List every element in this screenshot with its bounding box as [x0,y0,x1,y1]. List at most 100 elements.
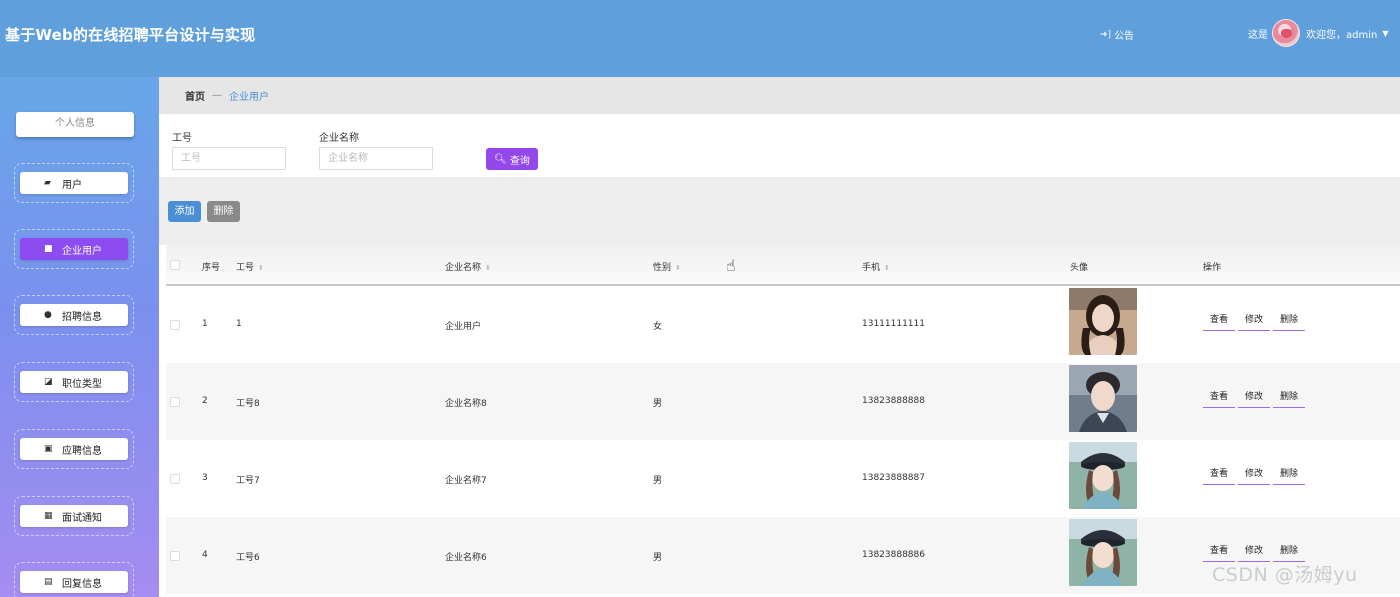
menu-frame [14,295,134,335]
view-button[interactable]: 查看 [1203,542,1235,562]
sidebar-item-replies[interactable]: ▤ 回复信息 [14,562,134,597]
view-button[interactable]: 查看 [1203,465,1235,485]
cell-phone: 13823888887 [862,473,925,483]
menu-frame [14,429,134,469]
cell-company: 企业名称7 [445,476,487,486]
cell-gender: 男 [653,553,663,563]
delete-button[interactable]: 删除 [1273,465,1305,485]
cell-index: 3 [202,473,208,483]
top-header: 基于Web的在线招聘平台设计与实现 ➜] 公告 这是 欢迎您，admin ▼ [0,0,1400,77]
menu-pill[interactable]: ▤ 回复信息 [20,571,128,593]
row-checkbox[interactable] [170,397,180,407]
col-phone[interactable]: 手机 ⬍ [862,260,890,273]
sidebar-item-recruitment[interactable]: ● 招聘信息 [14,295,134,335]
chevron-down-icon[interactable]: ▼ [1382,28,1389,38]
sort-icon[interactable]: ⬍ [485,264,491,272]
cell-company: 企业名称8 [445,399,487,409]
col-gender-label: 性别 [653,263,672,273]
col-avatar: 头像 [1070,263,1089,273]
sidebar-item-interviews[interactable]: ▦ 面试通知 [14,496,134,536]
job-no-input[interactable] [172,147,286,170]
breadcrumb-separator: — [212,90,222,101]
delete-button[interactable]: 删除 [1273,311,1305,331]
pointer-cursor-icon: ☝ [726,256,736,275]
company-name-input[interactable] [319,147,433,170]
menu-frame [14,496,134,536]
row-actions: 查看 修改 删除 [1203,542,1305,562]
profile-button[interactable]: 个人信息 [16,112,134,137]
row-checkbox[interactable] [170,551,180,561]
cell-phone: 13823888888 [862,396,925,406]
menu-pill[interactable]: ▰ 用户 [20,172,128,194]
delete-button[interactable]: 删除 [1273,542,1305,562]
batch-delete-button[interactable]: 删除 [207,201,240,222]
search-panel: 工号 企业名称 🔍︎ 查询 [159,114,1400,177]
welcome-text: 欢迎您，admin [1306,29,1378,41]
cell-index: 2 [202,396,208,406]
cell-gender: 男 [653,399,663,409]
row-actions: 查看 修改 删除 [1203,465,1305,485]
menu-frame [14,362,134,402]
menu-pill[interactable]: ▣ 应聘信息 [20,438,128,460]
edit-button[interactable]: 修改 [1238,311,1270,331]
menu-pill[interactable]: ◪ 职位类型 [20,371,128,393]
select-all-checkbox[interactable] [170,260,180,270]
add-button[interactable]: 添加 [168,201,201,222]
edit-button[interactable]: 修改 [1238,388,1270,408]
avatar-photo[interactable] [1069,288,1137,355]
document-icon: ▤ [44,577,53,587]
col-phone-label: 手机 [862,263,881,273]
menu-frame [14,163,134,203]
query-button[interactable]: 🔍︎ 查询 [486,148,538,170]
briefcase-icon: ■ [44,244,53,254]
cell-gender: 男 [653,476,663,486]
avatar-photo[interactable] [1069,519,1137,586]
sidebar-item-company-users[interactable]: ■ 企业用户 [14,229,134,269]
table-header: 序号 工号 ⬍ 企业名称 ⬍ 性别 ⬍ 手机 ⬍ 头像 操作 [166,245,1400,286]
cell-job-no: 1 [236,319,242,329]
row-checkbox[interactable] [170,474,180,484]
row-checkbox[interactable] [170,320,180,330]
breadcrumb-current: 企业用户 [229,92,269,103]
row-actions: 查看 修改 删除 [1203,311,1305,331]
user-menu[interactable]: 这是 欢迎您，admin ▼ [1248,19,1389,47]
sidebar: 个人信息 ▰ 用户 ■ 企业用户 ● 招聘信息 ◪ 职位类型 ▣ 应聘信息 [0,77,159,597]
actions-bar: 添加 删除 [159,177,1400,245]
col-company[interactable]: 企业名称 ⬍ [445,260,491,273]
user-card-icon: ▰ [44,178,51,188]
edit-button[interactable]: 修改 [1238,465,1270,485]
user-prefix: 这是 [1248,29,1268,41]
sidebar-item-job-types[interactable]: ◪ 职位类型 [14,362,134,402]
edit-button[interactable]: 修改 [1238,542,1270,562]
view-button[interactable]: 查看 [1203,388,1235,408]
sidebar-item-label: 用户 [62,179,82,191]
data-table: 序号 工号 ⬍ 企业名称 ⬍ 性别 ⬍ 手机 ⬍ 头像 操作 1 1 企业用户 女 13… [166,245,1400,594]
cell-company: 企业用户 [445,322,482,332]
sort-icon[interactable]: ⬍ [258,264,264,272]
sort-icon[interactable]: ⬍ [675,264,681,272]
col-index: 序号 [202,263,221,273]
col-company-label: 企业名称 [445,263,482,273]
query-label: 查询 [509,155,530,167]
col-ops: 操作 [1203,263,1222,273]
view-button[interactable]: 查看 [1203,311,1235,331]
breadcrumb-home[interactable]: 首页 [185,92,205,103]
sort-icon[interactable]: ⬍ [884,264,890,272]
avatar[interactable] [1272,19,1300,47]
notice-link[interactable]: ➜] 公告 [1100,27,1134,43]
menu-pill[interactable]: ● 招聘信息 [20,304,128,326]
app-title: 基于Web的在线招聘平台设计与实现 [5,26,256,44]
search-icon: 🔍︎ [494,153,507,165]
col-gender[interactable]: 性别 ⬍ [653,260,681,273]
delete-button[interactable]: 删除 [1273,388,1305,408]
sidebar-item-applications[interactable]: ▣ 应聘信息 [14,429,134,469]
avatar-photo[interactable] [1069,365,1137,432]
sidebar-item-users[interactable]: ▰ 用户 [14,163,134,203]
avatar-photo[interactable] [1069,442,1137,509]
menu-pill[interactable]: ■ 企业用户 [20,238,128,260]
cell-index: 1 [202,319,208,329]
row-actions: 查看 修改 删除 [1203,388,1305,408]
col-job-no-label: 工号 [236,263,255,273]
col-job-no[interactable]: 工号 ⬍ [236,260,264,273]
menu-pill[interactable]: ▦ 面试通知 [20,505,128,527]
